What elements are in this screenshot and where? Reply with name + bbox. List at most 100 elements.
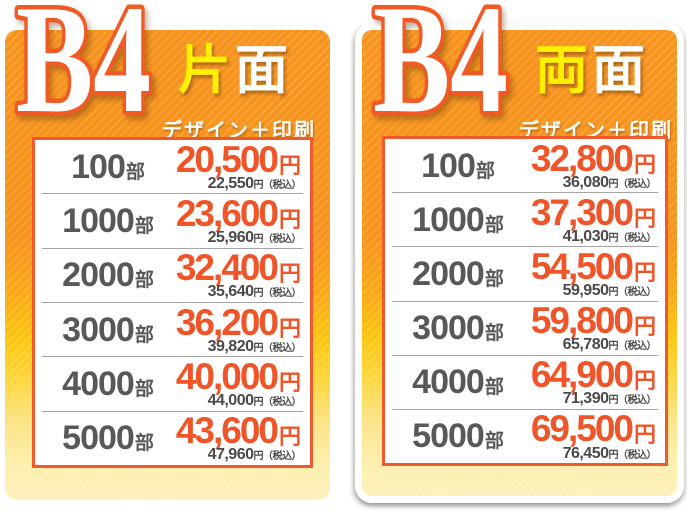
quantity-unit: 部 [134, 433, 154, 455]
quantity-value: 4000 [62, 364, 135, 403]
tax-included-note: 円（税込） [253, 288, 302, 300]
price-block: 43,600円 47,960円（税込） [174, 412, 303, 464]
tax-included-note: 円（税込） [608, 178, 657, 190]
tax-included-note: 円（税込） [253, 342, 302, 354]
tax-included-note: 円（税込） [608, 449, 657, 461]
quantity-value: 100 [421, 146, 476, 185]
price-row: 100部 32,800円 36,080円（税込） [392, 139, 658, 192]
side-title: 両面 [535, 32, 649, 112]
tax-included-price: 41,030 [562, 227, 609, 245]
price-row: 5000部 69,500円 76,450円（税込） [392, 408, 658, 463]
tax-included-note: 円（税込） [608, 395, 657, 407]
yen-suffix: 円 [278, 152, 301, 178]
price-value: 32,400 [175, 247, 279, 289]
side-title-highlight-char: 両 [535, 42, 592, 100]
quantity: 100部 [42, 150, 174, 184]
tax-included-price: 36,080 [562, 173, 609, 191]
quantity: 3000部 [392, 311, 524, 345]
yen-suffix: 円 [278, 369, 301, 395]
price-block: 32,800円 36,080円（税込） [524, 137, 658, 191]
side-title-rest-char: 面 [592, 42, 649, 100]
tax-included-note: 円（税込） [253, 234, 302, 246]
price-block: 40,000円 44,000円（税込） [174, 358, 303, 409]
price-value: 37,300 [530, 191, 634, 233]
price-value: 64,900 [530, 354, 634, 396]
tax-included-price: 71,390 [562, 390, 609, 408]
quantity-unit: 部 [134, 324, 154, 346]
size-label: B4 [373, 3, 508, 121]
quantity-value: 2000 [62, 256, 135, 295]
yen-suffix: 円 [278, 206, 301, 232]
quantity-value: 1000 [412, 200, 485, 239]
quantity: 2000部 [392, 257, 524, 291]
quantity-unit: 部 [475, 160, 495, 182]
price-row: 1000部 37,300円 41,030円（税込） [392, 192, 658, 246]
quantity-unit: 部 [484, 214, 504, 236]
tax-included-price: 47,960 [207, 446, 254, 464]
quantity-unit: 部 [484, 323, 504, 345]
price-value: 20,500 [175, 138, 279, 180]
price-block: 69,500円 76,450円（税込） [524, 408, 658, 461]
price-value: 36,200 [175, 301, 279, 343]
tax-included-note: 円（税込） [608, 341, 657, 353]
tax-included-note: 円（税込） [253, 179, 302, 191]
tax-included-price: 22,550 [207, 174, 254, 192]
price-block: 36,200円 39,820円（税込） [174, 301, 303, 355]
quantity: 1000部 [42, 204, 174, 238]
price-value: 69,500 [530, 408, 634, 450]
price-value: 54,500 [530, 245, 634, 287]
tax-included-price: 39,820 [207, 337, 254, 355]
quantity-unit: 部 [134, 378, 154, 400]
yen-suffix: 円 [633, 151, 656, 177]
quantity-value: 4000 [412, 363, 485, 402]
quantity-value: 2000 [412, 254, 485, 293]
size-label-graphic: B4 [369, 3, 513, 121]
quantity-value: 100 [71, 147, 126, 186]
yen-suffix: 円 [633, 259, 656, 285]
price-table: 100部 20,500円 22,550円（税込） 1000部 23,600円 2… [32, 137, 313, 468]
price-block: 64,900円 71,390円（税込） [524, 354, 658, 408]
tax-included-price: 59,950 [562, 282, 609, 299]
quantity-value: 5000 [412, 417, 485, 456]
tax-included-note: 円（税込） [608, 232, 657, 244]
quantity-unit: 部 [484, 268, 504, 290]
price-row: 5000部 43,600円 47,960円（税込） [42, 410, 303, 465]
yen-suffix: 円 [633, 368, 656, 394]
tax-included-note: 円（税込） [253, 451, 302, 463]
price-row: 4000部 64,900円 71,390円（税込） [392, 354, 658, 409]
price-card-double-sided: B4 両面 デザイン＋印刷 100部 32,800円 36,080円（税込） 1… [362, 3, 677, 496]
design-print-subtitle: デザイン＋印刷 [162, 120, 316, 142]
yen-suffix: 円 [278, 261, 301, 287]
quantity-value: 3000 [412, 309, 485, 348]
price-value: 32,800 [530, 137, 634, 179]
tax-included-note: 円（税込） [253, 397, 302, 409]
side-title-highlight-char: 片 [178, 42, 235, 100]
quantity: 2000部 [42, 258, 174, 292]
quantity-unit: 部 [484, 377, 504, 399]
quantity: 4000部 [42, 367, 174, 401]
price-row: 3000部 36,200円 39,820円（税込） [42, 301, 303, 356]
quantity: 1000部 [392, 203, 524, 237]
size-label: B4 [16, 3, 151, 121]
yen-suffix: 円 [278, 315, 301, 341]
size-label-graphic: B4 [12, 3, 156, 121]
quantity-value: 3000 [62, 310, 135, 349]
quantity: 5000部 [392, 419, 524, 453]
yen-suffix: 円 [633, 205, 656, 231]
price-block: 37,300円 41,030円（税込） [524, 191, 658, 245]
side-title: 片面 [178, 32, 292, 112]
price-block: 54,500円 59,950円（税込） [524, 245, 658, 299]
price-block: 23,600円 25,960円（税込） [174, 195, 303, 246]
tax-included-note: 円（税込） [608, 287, 657, 298]
quantity-unit: 部 [125, 161, 145, 183]
price-table: 100部 32,800円 36,080円（税込） 1000部 37,300円 4… [382, 136, 668, 466]
price-card-double-sided-frame: B4 両面 デザイン＋印刷 100部 32,800円 36,080円（税込） 1… [355, 3, 684, 503]
yen-suffix: 円 [633, 314, 656, 340]
price-card-single-sided: B4 片面 デザイン＋印刷 100部 20,500円 22,550円（税込） 1… [5, 3, 330, 500]
yen-suffix: 円 [633, 422, 656, 448]
price-block: 20,500円 22,550円（税込） [174, 138, 303, 192]
price-block: 32,400円 35,640円（税込） [174, 247, 303, 300]
quantity-unit: 部 [134, 270, 154, 292]
quantity: 100部 [392, 149, 524, 183]
